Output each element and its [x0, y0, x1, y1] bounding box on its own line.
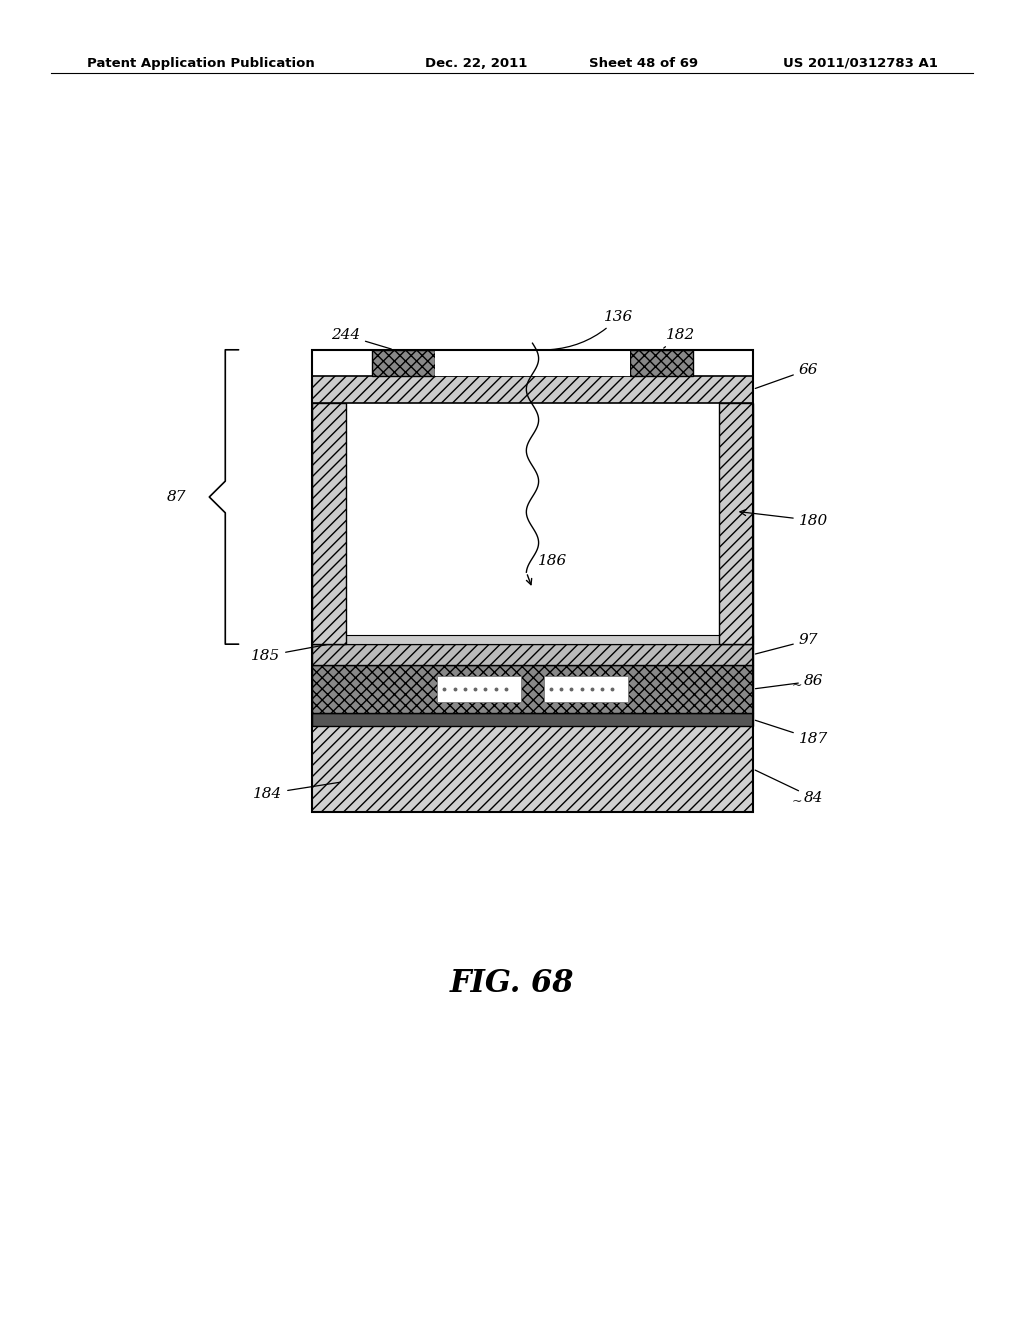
Text: 244: 244 [331, 329, 391, 348]
Text: 66: 66 [756, 363, 818, 388]
Bar [437, 676, 521, 702]
Text: 185: 185 [251, 644, 327, 663]
Text: ~: ~ [792, 678, 802, 692]
Bar [435, 350, 630, 376]
Text: Dec. 22, 2011: Dec. 22, 2011 [425, 57, 527, 70]
Text: 180: 180 [740, 510, 828, 528]
Text: FIG. 68: FIG. 68 [450, 968, 574, 999]
Bar [346, 403, 719, 635]
Bar [719, 403, 753, 644]
Bar [312, 726, 753, 812]
Text: 184: 184 [253, 783, 340, 801]
Bar [312, 376, 753, 403]
Bar [312, 350, 753, 812]
Bar [312, 635, 753, 644]
Bar [312, 665, 753, 713]
Text: 186: 186 [538, 554, 567, 568]
Bar [544, 676, 628, 702]
Text: ~: ~ [792, 796, 802, 808]
Bar [312, 403, 346, 644]
Text: 136: 136 [551, 310, 634, 350]
Text: 87: 87 [166, 490, 186, 504]
Text: US 2011/0312783 A1: US 2011/0312783 A1 [783, 57, 938, 70]
Bar [630, 350, 693, 376]
Text: 97: 97 [756, 634, 818, 653]
Text: 84: 84 [755, 770, 823, 805]
Text: 187: 187 [756, 721, 828, 746]
Text: Sheet 48 of 69: Sheet 48 of 69 [589, 57, 698, 70]
Text: Patent Application Publication: Patent Application Publication [87, 57, 314, 70]
Bar [312, 644, 753, 665]
Bar [372, 350, 435, 376]
Text: 182: 182 [664, 329, 695, 348]
Bar [312, 713, 753, 726]
Text: 86: 86 [756, 675, 823, 689]
